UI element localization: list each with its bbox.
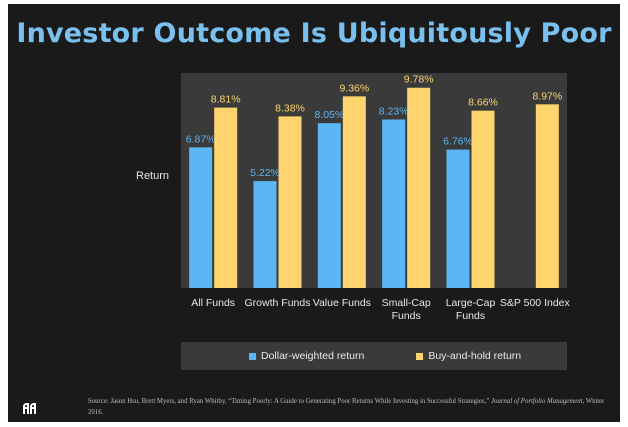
legend-swatch-dollar-weighted [249,352,256,360]
data-label-buy-and-hold-1: 8.38% [275,102,305,114]
source-journal: Journal of Portfolio Management [490,398,583,405]
data-label-dollar-weighted-4: 6.76% [443,136,473,148]
bar-dollar-weighted-0 [189,147,213,288]
legend-label-dollar-weighted: Dollar-weighted return [261,350,365,362]
bar-buy-and-hold-2 [342,96,366,288]
x-tick-label-2: Value Funds [313,297,371,309]
x-tick-label-4-line0: Large-Cap [446,297,496,309]
data-label-dollar-weighted-1: 5.22% [250,167,280,179]
legend-item-dollar-weighted: Dollar-weighted return [249,350,364,362]
x-tick-label-5: S&P 500 Index [500,297,571,309]
x-tick-label-4-line1: Funds [456,310,485,322]
data-label-dollar-weighted-2: 8.05% [314,109,344,121]
plot-area [181,73,567,288]
bar-buy-and-hold-5 [535,104,559,288]
x-tick-label-0: All Funds [191,297,235,309]
x-tick-label-1: Growth Funds [245,297,311,309]
legend-item-buy-and-hold: Buy-and-hold return [416,350,521,362]
research-affiliates-logo-icon [23,403,36,414]
legend-swatch-buy-and-hold [416,352,424,360]
bar-buy-and-hold-4 [471,110,495,288]
data-label-dollar-weighted-3: 8.23% [379,105,409,117]
legend-label-buy-and-hold: Buy-and-hold return [428,350,522,362]
y-axis-label: Return [136,170,170,182]
bar-dollar-weighted-4 [446,149,470,288]
chart-title: Investor Outcome Is Ubiquitously Poor [16,18,612,49]
bar-buy-and-hold-1 [278,116,302,289]
data-label-dollar-weighted-0: 6.87% [186,133,216,145]
x-tick-label-3-line0: Small-Cap [382,297,431,309]
data-label-buy-and-hold-5: 8.97% [532,90,562,102]
data-label-buy-and-hold-4: 8.66% [468,97,498,109]
data-label-buy-and-hold-0: 8.81% [211,94,241,106]
source-suffix: , Winter 2016. [88,398,605,416]
bar-chart: 6.87% 8.81% All Funds 5.22% 8.38% Growth Fund… [181,73,571,322]
bar-buy-and-hold-0 [214,107,238,288]
bar-buy-and-hold-3 [407,87,431,288]
bar-dollar-weighted-3 [382,119,406,288]
legend: Dollar-weighted return Buy-and-hold retu… [181,342,567,370]
source-citation: Source: Jason Hsu, Brett Myers, and Ryan… [88,396,608,418]
data-label-buy-and-hold-3: 9.78% [404,74,434,86]
source-prefix: Source: Jason Hsu, Brett Myers, and Ryan… [88,398,490,405]
slide: Investor Outcome Is Ubiquitously Poor Re… [8,4,620,422]
bar-dollar-weighted-2 [317,123,341,289]
x-tick-label-3-line1: Funds [392,310,421,322]
data-label-buy-and-hold-2: 9.36% [339,82,369,94]
bar-dollar-weighted-1 [253,181,277,288]
